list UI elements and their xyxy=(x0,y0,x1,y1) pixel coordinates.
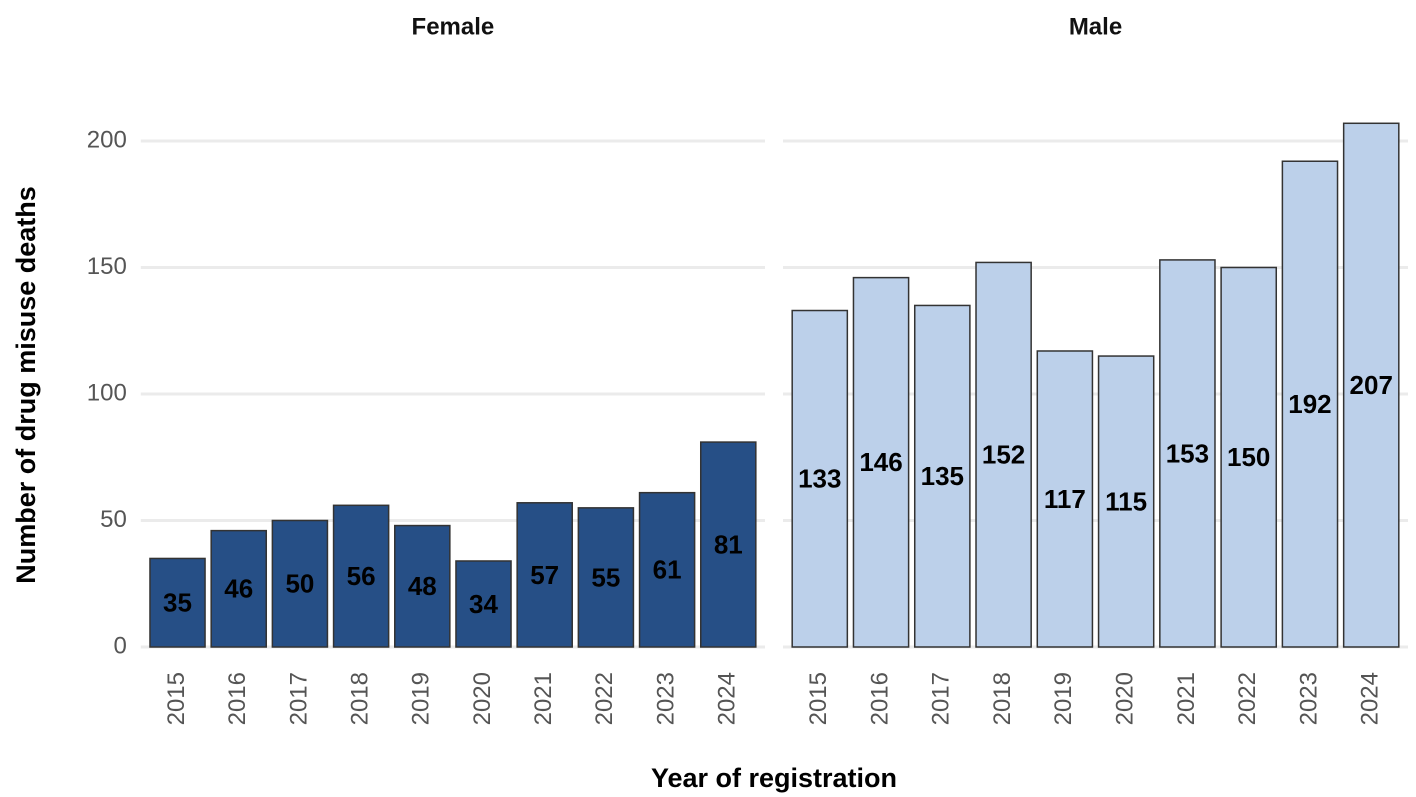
data-label: 207 xyxy=(1350,370,1393,400)
y-tick-label: 50 xyxy=(100,506,127,533)
x-tick-label: 2022 xyxy=(1234,672,1261,725)
bar xyxy=(1036,350,1094,648)
data-label: 135 xyxy=(921,461,964,491)
bar xyxy=(149,557,206,648)
data-label: 57 xyxy=(530,560,559,590)
x-tick-label: 2023 xyxy=(1295,672,1322,725)
data-label: 146 xyxy=(859,447,902,477)
y-axis-label: Number of drug misuse deaths xyxy=(11,186,41,584)
x-tick-label: 2020 xyxy=(469,672,496,725)
bar xyxy=(332,504,390,648)
panel-title: Female xyxy=(412,13,495,40)
data-label: 150 xyxy=(1227,442,1270,472)
bar xyxy=(852,276,910,648)
x-tick-label: 2017 xyxy=(928,672,955,725)
x-axis-label: Year of registration xyxy=(651,763,897,793)
panel-title: Male xyxy=(1069,13,1122,40)
x-tick-label: 2021 xyxy=(530,672,557,725)
data-label: 56 xyxy=(347,561,376,591)
y-tick-label: 0 xyxy=(113,632,126,659)
bar xyxy=(1097,355,1155,648)
data-label: 50 xyxy=(285,569,314,599)
x-tick-label: 2024 xyxy=(714,672,741,725)
data-label: 46 xyxy=(224,574,253,604)
bar xyxy=(1159,259,1216,648)
x-tick-label: 2024 xyxy=(1357,672,1384,725)
x-tick-label: 2021 xyxy=(1173,672,1200,725)
bar xyxy=(271,519,329,648)
bar xyxy=(577,507,635,648)
data-label: 117 xyxy=(1044,484,1086,514)
bar xyxy=(210,529,268,648)
bar xyxy=(516,502,573,648)
x-tick-label: 2020 xyxy=(1111,672,1138,725)
bar xyxy=(699,441,757,648)
y-tick-label: 100 xyxy=(87,379,127,406)
bar xyxy=(1342,122,1400,648)
data-label: 133 xyxy=(798,464,841,494)
data-label: 35 xyxy=(163,588,192,618)
data-label: 81 xyxy=(714,529,743,559)
bar xyxy=(455,560,512,648)
x-tick-label: 2016 xyxy=(866,672,893,725)
data-label: 153 xyxy=(1166,438,1209,468)
x-tick-label: 2018 xyxy=(346,672,373,725)
x-tick-label: 2022 xyxy=(591,672,618,725)
data-label: 115 xyxy=(1105,486,1147,516)
data-label: 192 xyxy=(1288,389,1331,419)
x-tick-label: 2019 xyxy=(408,672,435,725)
x-tick-label: 2015 xyxy=(805,672,832,725)
data-label: 48 xyxy=(408,571,437,601)
bar xyxy=(1220,266,1278,648)
data-label: 55 xyxy=(591,562,620,592)
bar xyxy=(975,261,1032,648)
data-label: 34 xyxy=(469,589,498,619)
y-tick-label: 150 xyxy=(87,253,127,280)
x-tick-label: 2019 xyxy=(1050,672,1077,725)
x-tick-label: 2016 xyxy=(224,672,251,725)
x-tick-label: 2023 xyxy=(652,672,679,725)
y-tick-label: 200 xyxy=(87,126,127,153)
bar xyxy=(1281,160,1339,648)
x-tick-label: 2015 xyxy=(163,672,190,725)
x-tick-label: 2017 xyxy=(285,672,312,725)
data-label: 61 xyxy=(653,555,682,585)
bar xyxy=(791,309,849,648)
bar xyxy=(394,524,451,648)
data-label: 152 xyxy=(982,440,1025,470)
bar xyxy=(913,304,971,648)
bar xyxy=(638,491,696,648)
x-tick-label: 2018 xyxy=(989,672,1016,725)
